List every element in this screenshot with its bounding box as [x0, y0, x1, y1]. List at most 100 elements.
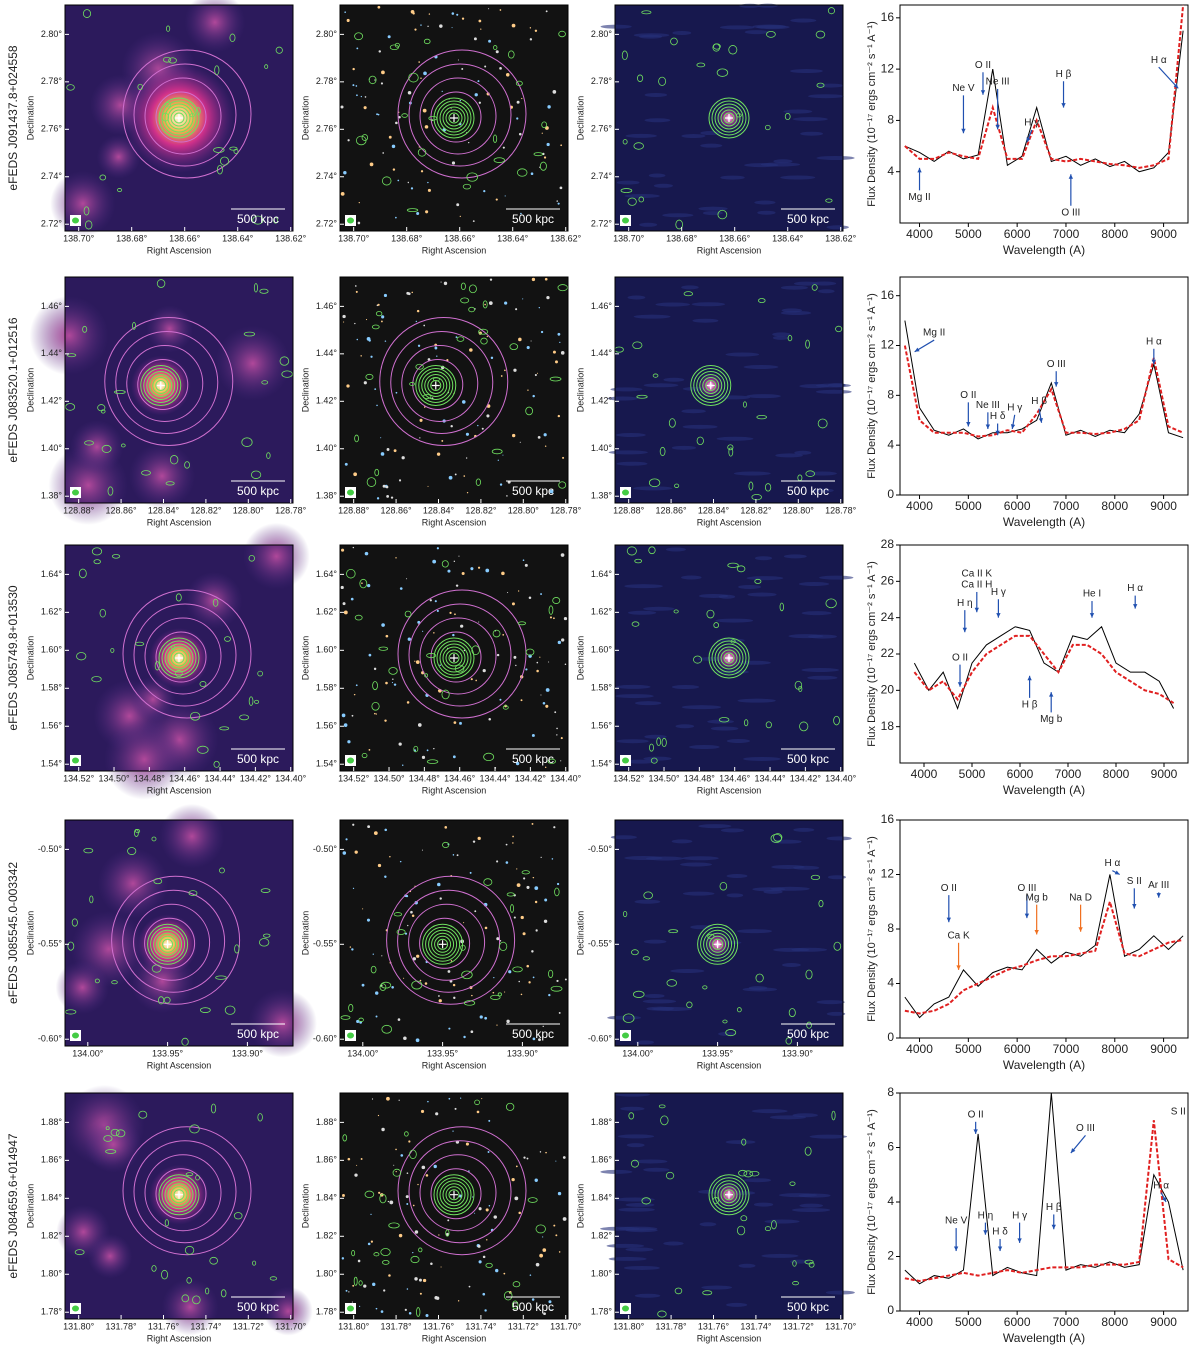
star	[425, 1174, 429, 1177]
line-label: O II	[960, 390, 976, 401]
star	[518, 980, 520, 983]
radio-noise	[783, 554, 807, 559]
y-tick-label: 6	[887, 1140, 894, 1154]
star	[439, 897, 442, 900]
spectrum-line	[904, 1120, 1184, 1283]
star	[353, 472, 357, 477]
dec-tick-label: 1.46°	[41, 301, 63, 311]
diffuse-emission	[97, 848, 169, 919]
radio-noise	[720, 828, 745, 833]
star	[545, 1151, 547, 1154]
radio-contour	[805, 969, 813, 980]
scale-label: 500 kpc	[237, 752, 279, 766]
radio-contour	[354, 434, 359, 443]
dec-tick-label: 1.54°	[316, 759, 338, 769]
radio-contour	[165, 25, 171, 32]
scale-label: 500 kpc	[237, 1027, 279, 1041]
radio-contour	[509, 343, 519, 351]
x-tick-label: 7000	[1053, 1042, 1080, 1056]
beam	[72, 217, 79, 224]
ra-tick-label: 138.70°	[338, 233, 370, 243]
radio-contour	[622, 910, 628, 918]
dec-axis-label: Declination	[300, 368, 310, 413]
star	[375, 713, 377, 715]
ra-tick-label: 134.42°	[240, 773, 272, 783]
radio-contour	[361, 134, 369, 141]
radio-noise	[710, 726, 739, 731]
radio-contour	[418, 1247, 423, 1253]
radio-contour	[378, 646, 389, 651]
dec-tick-label: 1.56°	[591, 721, 613, 731]
star	[430, 1262, 433, 1265]
star	[363, 381, 367, 385]
star	[560, 553, 565, 557]
radio-contour	[620, 188, 633, 194]
star	[346, 18, 350, 22]
dec-tick-label: 1.40°	[41, 443, 63, 453]
beam	[347, 217, 354, 224]
arrow-head	[1026, 137, 1031, 143]
ra-tick-label: 138.64°	[497, 233, 529, 243]
star	[542, 1025, 544, 1028]
radio-contour	[257, 1113, 263, 1122]
center-cross	[431, 381, 440, 390]
radio-contour	[91, 547, 103, 556]
radio-noise	[681, 575, 702, 580]
radio-noise	[675, 724, 695, 729]
star	[486, 1239, 488, 1241]
dec-axis-label: Declination	[300, 1184, 310, 1229]
x-tick-label: 5000	[955, 1042, 982, 1056]
radio-noise	[783, 109, 813, 114]
star	[544, 766, 547, 769]
star	[421, 849, 423, 851]
radio-contour	[714, 1180, 744, 1210]
star	[434, 600, 437, 603]
scale-label: 500 kpc	[787, 752, 829, 766]
radio-noise	[702, 211, 723, 216]
radio-noise	[643, 1167, 670, 1172]
radio-contour	[558, 30, 566, 38]
center-cross	[450, 654, 458, 662]
star	[372, 953, 374, 955]
image-panel: 500 kpc	[339, 819, 569, 1047]
radio-contour	[511, 1300, 519, 1310]
x-tick-label: 6000	[1004, 1042, 1031, 1056]
radio-contour	[442, 106, 466, 130]
radio-noise	[682, 856, 719, 861]
ra-tick-label: 128.80°	[233, 505, 265, 515]
radio-noise	[738, 584, 762, 589]
radio-contour	[806, 1021, 812, 1029]
y-tick-label: 12	[881, 867, 895, 881]
star	[484, 1016, 488, 1020]
star	[556, 979, 559, 983]
ra-tick-label: 134.00°	[622, 1048, 654, 1058]
star	[542, 702, 546, 705]
radio-contour	[162, 938, 174, 950]
radio-contour	[674, 1287, 683, 1295]
star	[414, 1230, 419, 1234]
star	[381, 955, 383, 957]
arrow-head	[983, 1230, 988, 1235]
radio-contour	[379, 1193, 387, 1204]
star	[398, 1099, 400, 1101]
star	[459, 721, 462, 725]
diffuse-emission	[159, 803, 225, 869]
row-label: eFEDS J084659.6+014947	[6, 1133, 20, 1278]
radio-contour	[170, 1186, 188, 1204]
dec-tick-label: 1.38°	[591, 491, 613, 501]
radio-contour	[216, 164, 223, 175]
radio-noise	[627, 610, 657, 615]
radio-contour	[209, 1256, 219, 1265]
radio-noise	[725, 1140, 756, 1145]
star	[452, 854, 455, 856]
star	[448, 1097, 451, 1100]
radio-contour	[170, 109, 188, 127]
star	[543, 156, 547, 159]
radio-contour	[393, 912, 403, 917]
radio-noise	[681, 409, 706, 414]
dec-tick-label: 1.60°	[41, 645, 63, 655]
radio-contour	[799, 721, 809, 732]
radio-contour	[84, 440, 94, 446]
radio-contour	[673, 609, 679, 614]
x-tick-label: 9000	[1150, 1042, 1177, 1056]
